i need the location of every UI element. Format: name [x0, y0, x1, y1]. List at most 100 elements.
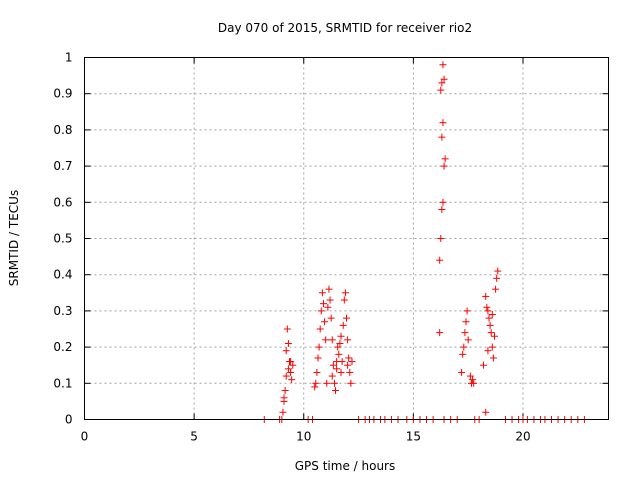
data-point [346, 368, 354, 376]
y-tick-label: 0.7 [53, 159, 72, 173]
data-point [461, 329, 469, 337]
data-point [438, 133, 446, 141]
data-point [439, 119, 447, 127]
data-point [343, 314, 350, 322]
data-point [344, 336, 352, 344]
data-point [334, 343, 342, 351]
data-point [339, 321, 347, 329]
plot-frame [84, 57, 609, 420]
data-point [282, 372, 290, 380]
y-tick-label: 0.1 [53, 376, 72, 390]
data-point [470, 379, 478, 387]
y-tick-label: 0.8 [53, 123, 72, 137]
x-tick-label: 10 [296, 430, 311, 444]
data-point [488, 311, 496, 319]
data-point [440, 162, 448, 170]
data-point [328, 372, 336, 380]
data-point [329, 361, 337, 369]
data-point [348, 358, 356, 366]
data-point [317, 307, 325, 315]
data-point [484, 307, 492, 315]
axis-ticks: 0 5 10 15 20 0 0.1 0.2 0.3 0.4 0.5 0.6 0.7 0.8 0.9 1 [53, 51, 609, 444]
y-tick-label: 0.3 [53, 304, 72, 318]
data-point [314, 354, 322, 362]
data-point [284, 339, 292, 347]
data-point [436, 329, 444, 337]
data-point [437, 86, 445, 94]
data-point [345, 354, 353, 362]
data-point [344, 361, 352, 369]
x-tick-label: 15 [406, 430, 421, 444]
data-point [287, 358, 295, 366]
data-point [316, 325, 324, 333]
data-point [337, 332, 345, 340]
data-point [494, 267, 502, 275]
data-point [440, 75, 448, 83]
data-point [326, 296, 334, 304]
data-point [330, 379, 338, 387]
data-point [336, 339, 344, 347]
y-tick-label: 0.5 [53, 232, 72, 246]
data-point [312, 379, 320, 387]
data-point [315, 343, 323, 351]
data-point [458, 368, 466, 376]
data-point [484, 347, 492, 355]
data-point [437, 235, 445, 242]
chart-title: Day 070 of 2015, SRMTID for receiver rio… [218, 21, 472, 35]
data-point [347, 379, 355, 387]
data-point [469, 376, 477, 384]
data-point [480, 361, 488, 369]
data-point [288, 376, 296, 384]
data-point [325, 285, 333, 293]
data-point [321, 318, 329, 326]
data-point [282, 347, 290, 355]
data-point [279, 408, 287, 416]
data-point [338, 358, 346, 366]
x-tick-label: 20 [515, 430, 530, 444]
data-point [280, 394, 288, 402]
data-point [436, 256, 444, 264]
data-point [485, 314, 493, 322]
data-point [482, 408, 490, 416]
data-point [333, 365, 341, 373]
data-point [438, 206, 446, 214]
y-tick-label: 1 [65, 51, 73, 65]
data-point [459, 350, 467, 358]
data-point [311, 383, 319, 391]
data-point [439, 198, 447, 206]
data-point [441, 155, 449, 163]
data-point [486, 321, 494, 329]
y-tick-label: 0.6 [53, 195, 72, 209]
data-point [489, 354, 497, 362]
data-point [482, 292, 490, 300]
data-point [462, 318, 470, 326]
data-point [340, 296, 348, 304]
data-point [324, 303, 332, 311]
y-tick-label: 0.9 [53, 87, 72, 101]
data-point [463, 307, 471, 315]
data-point [337, 368, 345, 376]
y-tick-label: 0.4 [53, 268, 72, 282]
y-tick-label: 0.2 [53, 340, 72, 354]
data-point [313, 368, 321, 376]
data-point [438, 79, 446, 87]
data-point [319, 300, 327, 308]
data-point [284, 365, 292, 373]
data-point [490, 332, 498, 340]
data-series [260, 61, 588, 423]
data-point [487, 329, 495, 337]
data-point [283, 325, 291, 333]
data-point [332, 387, 340, 395]
data-point [439, 61, 447, 69]
data-point [335, 350, 343, 358]
x-tick-label: 5 [190, 430, 198, 444]
data-point [460, 343, 468, 351]
y-tick-label: 0 [65, 413, 73, 427]
data-point [289, 361, 297, 369]
data-point [323, 379, 331, 387]
data-point [493, 274, 501, 282]
data-point [322, 336, 330, 344]
y-axis-label: SRMTID / TECUs [7, 190, 21, 286]
data-point [328, 336, 336, 344]
